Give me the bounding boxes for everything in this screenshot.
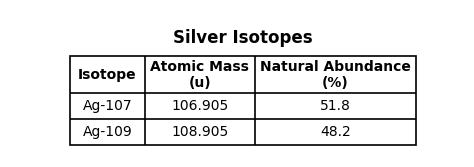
- Text: 48.2: 48.2: [320, 125, 351, 139]
- Text: Atomic Mass
(u): Atomic Mass (u): [150, 60, 249, 90]
- Text: Isotope: Isotope: [78, 68, 137, 82]
- Text: 106.905: 106.905: [171, 99, 228, 113]
- Text: 51.8: 51.8: [320, 99, 351, 113]
- Text: Ag-107: Ag-107: [82, 99, 132, 113]
- Text: 108.905: 108.905: [171, 125, 228, 139]
- Text: Natural Abundance
(%): Natural Abundance (%): [260, 60, 411, 90]
- Text: Ag-109: Ag-109: [82, 125, 132, 139]
- Text: Silver Isotopes: Silver Isotopes: [173, 29, 313, 47]
